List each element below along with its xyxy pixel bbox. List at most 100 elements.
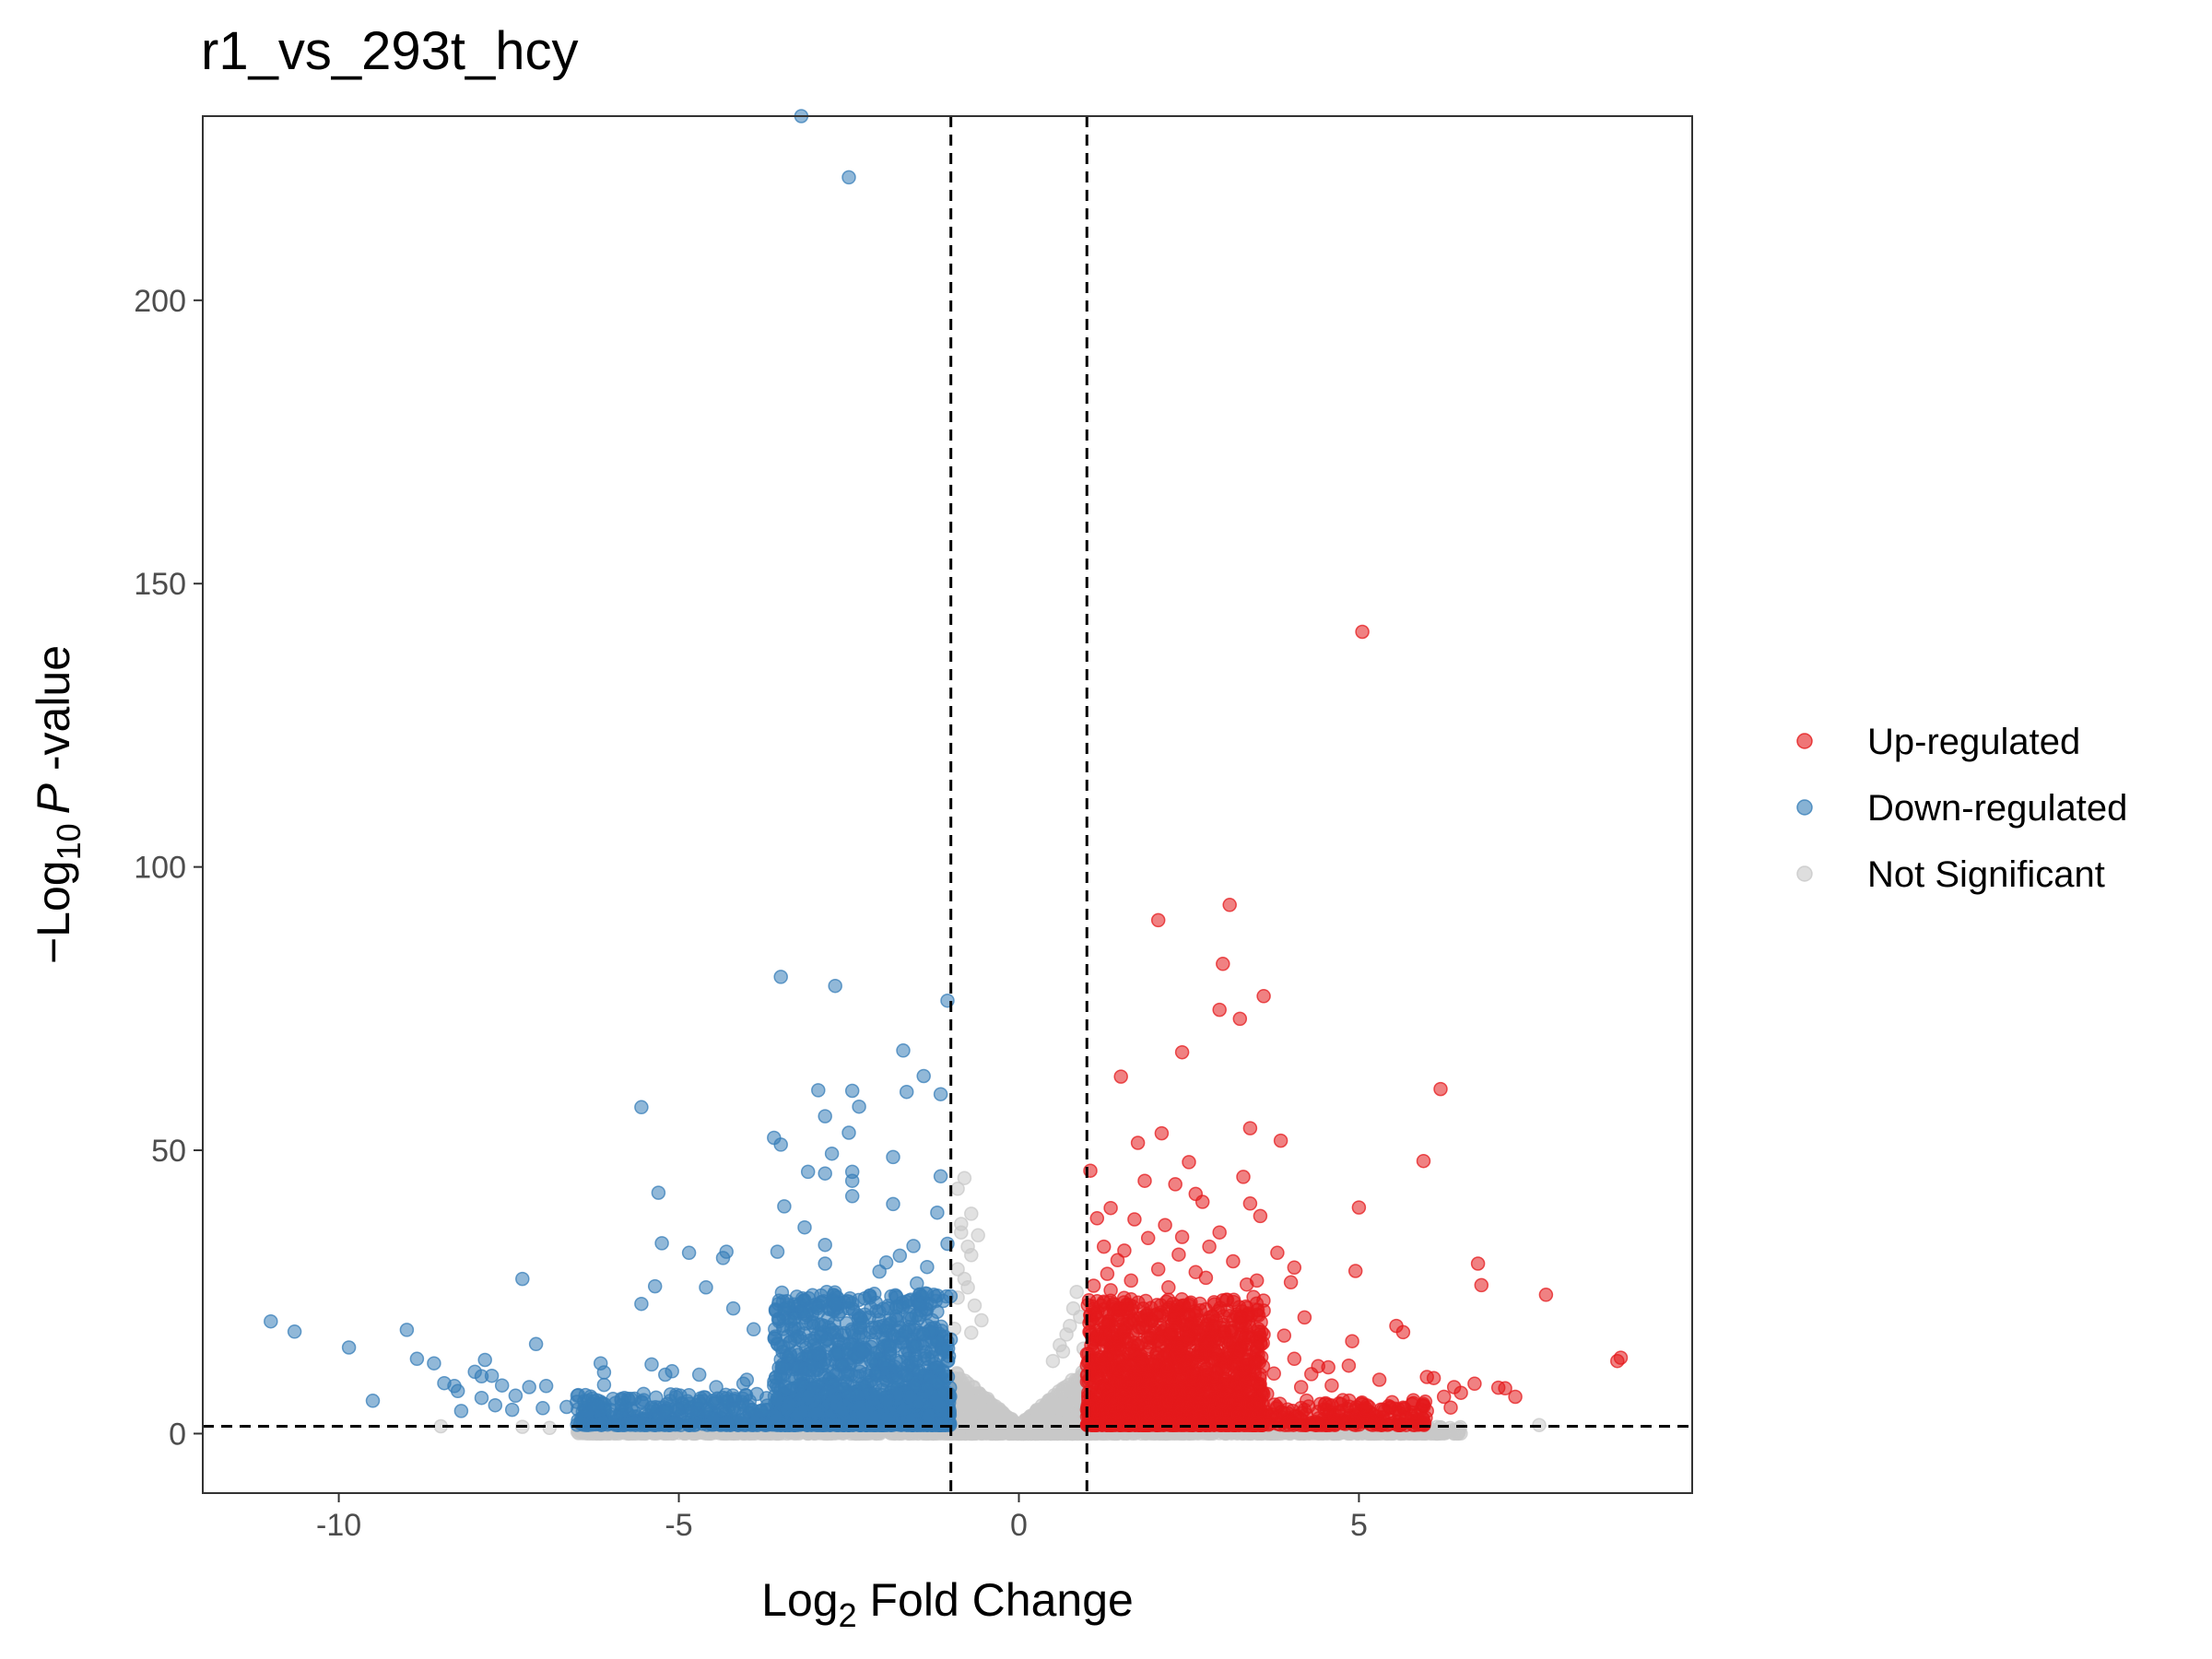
data-point xyxy=(770,1244,785,1259)
data-point xyxy=(474,1390,489,1406)
data-point xyxy=(862,1310,877,1325)
data-point xyxy=(651,1185,666,1200)
data-point xyxy=(634,1100,649,1115)
data-point xyxy=(928,1392,943,1407)
data-point xyxy=(821,1337,837,1352)
data-point xyxy=(399,1323,415,1337)
data-point xyxy=(1069,1284,1084,1300)
data-point xyxy=(647,1278,663,1294)
data-point xyxy=(811,1347,826,1362)
data-point xyxy=(624,1401,639,1417)
data-point xyxy=(886,1196,900,1212)
data-point xyxy=(409,1351,425,1367)
data-point xyxy=(777,1301,792,1316)
data-point xyxy=(287,1324,302,1339)
data-point xyxy=(1061,1377,1077,1393)
data-point xyxy=(773,970,788,984)
data-point xyxy=(1055,1395,1071,1411)
data-point xyxy=(844,1296,860,1311)
data-point xyxy=(494,1378,510,1393)
data-point xyxy=(876,1375,890,1390)
data-point xyxy=(820,1418,835,1432)
data-point xyxy=(879,1409,894,1425)
data-point xyxy=(658,1367,673,1382)
data-point xyxy=(950,1182,965,1196)
points-layer xyxy=(264,109,1629,1441)
data-point xyxy=(749,1386,764,1402)
data-point xyxy=(590,1397,605,1413)
data-point xyxy=(902,1390,918,1405)
data-point xyxy=(971,1393,985,1407)
data-point xyxy=(753,1404,768,1418)
data-point xyxy=(882,1339,898,1354)
data-point xyxy=(1017,1425,1032,1440)
data-point xyxy=(916,1327,931,1342)
data-point xyxy=(851,1320,866,1335)
data-point xyxy=(936,1343,952,1359)
data-point xyxy=(522,1380,536,1394)
data-point xyxy=(964,1325,979,1340)
data-point xyxy=(800,1390,816,1405)
data-point xyxy=(960,1280,975,1295)
data-point xyxy=(803,1333,818,1347)
data-point xyxy=(603,1402,618,1418)
data-point xyxy=(910,1276,924,1291)
data-point xyxy=(746,1322,761,1337)
data-point xyxy=(691,1367,707,1382)
data-point xyxy=(719,1391,734,1406)
data-point xyxy=(427,1356,441,1371)
data-point xyxy=(596,1377,612,1393)
data-point xyxy=(855,1407,870,1422)
data-point xyxy=(771,1391,785,1406)
data-point xyxy=(477,1352,492,1368)
data-point xyxy=(681,1245,697,1261)
data-point xyxy=(899,1084,914,1100)
data-point xyxy=(852,1099,866,1114)
data-point xyxy=(800,1164,816,1180)
data-point xyxy=(484,1368,500,1383)
data-point xyxy=(818,1166,832,1181)
data-point xyxy=(844,1083,860,1099)
data-point xyxy=(658,1404,673,1418)
data-point xyxy=(964,1248,979,1263)
data-point xyxy=(776,1360,792,1376)
data-point xyxy=(644,1400,659,1415)
data-point xyxy=(841,1125,856,1140)
data-point xyxy=(634,1296,649,1312)
data-point xyxy=(841,170,856,185)
data-point xyxy=(896,1403,912,1418)
data-point xyxy=(1045,1353,1061,1369)
data-point xyxy=(964,1206,979,1221)
data-point xyxy=(719,1416,735,1431)
data-point xyxy=(824,1146,840,1161)
data-point xyxy=(488,1397,503,1413)
data-point xyxy=(882,1312,898,1327)
data-point xyxy=(926,1288,941,1302)
data-point xyxy=(264,1313,278,1329)
data-point xyxy=(542,1420,558,1436)
data-point xyxy=(995,1406,1011,1420)
data-point xyxy=(966,1380,981,1395)
data-point xyxy=(794,1360,809,1376)
data-point xyxy=(828,1296,842,1312)
data-point xyxy=(896,1043,911,1058)
data-point xyxy=(878,1255,894,1270)
data-point xyxy=(974,1312,989,1328)
data-point xyxy=(902,1307,918,1323)
data-point xyxy=(818,1256,832,1271)
data-point xyxy=(586,1417,602,1432)
data-point xyxy=(773,1137,788,1152)
data-point xyxy=(709,1380,724,1394)
data-point xyxy=(855,1344,870,1359)
data-point xyxy=(923,1371,938,1385)
data-point xyxy=(933,1087,948,1101)
data-point xyxy=(967,1298,982,1313)
data-point xyxy=(538,1379,554,1394)
data-point xyxy=(844,1173,860,1188)
data-point xyxy=(814,1317,829,1333)
data-point xyxy=(1065,1426,1079,1441)
data-point xyxy=(508,1388,524,1404)
data-point xyxy=(818,1237,832,1253)
data-point xyxy=(888,1290,904,1305)
chart-title: r1_vs_293t_hcy xyxy=(201,21,578,81)
